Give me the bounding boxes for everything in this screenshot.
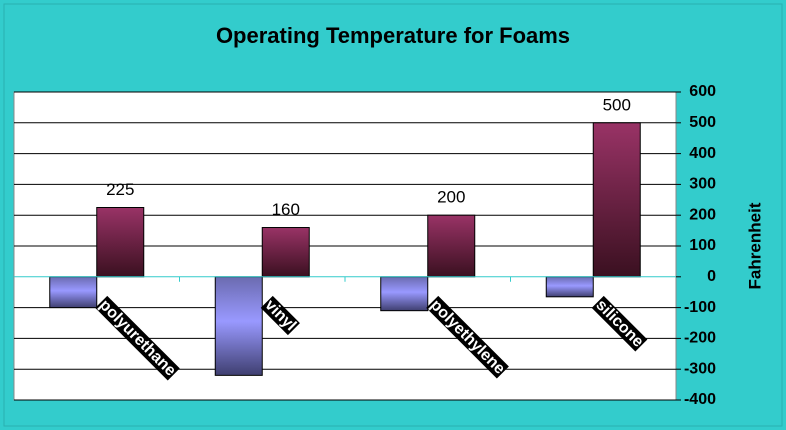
label-background	[426, 295, 509, 379]
y-tick-label: 300	[689, 176, 716, 193]
data-label: 200	[437, 188, 465, 207]
label-background	[591, 295, 648, 352]
y-tick-label: -100	[684, 299, 716, 316]
y-tick-label: 0	[707, 268, 716, 285]
label-background	[260, 295, 300, 336]
bar	[261, 227, 310, 278]
y-tick-label: 100	[689, 237, 716, 254]
bar	[592, 122, 641, 278]
y-tick-label: 500	[689, 114, 716, 131]
bar	[380, 276, 429, 312]
bar	[49, 276, 98, 309]
frame	[3, 3, 783, 427]
y-tick-label: 200	[689, 206, 716, 223]
y-axis-label: Fahrenheit	[745, 202, 764, 289]
bar	[214, 276, 263, 376]
y-tick-label: 600	[689, 83, 716, 100]
y-tick-label: -200	[684, 330, 716, 347]
data-label: 225	[106, 180, 134, 199]
bar	[545, 276, 594, 298]
y-tick-label: -300	[684, 360, 716, 377]
chart-title: Operating Temperature for Foams	[216, 23, 570, 48]
data-label: 160	[272, 200, 300, 219]
bar	[96, 207, 145, 278]
data-label: 500	[603, 95, 631, 114]
y-tick-label: -400	[684, 391, 716, 408]
y-tick-label: 400	[689, 145, 716, 162]
bar	[427, 214, 476, 278]
label-background	[95, 295, 180, 381]
